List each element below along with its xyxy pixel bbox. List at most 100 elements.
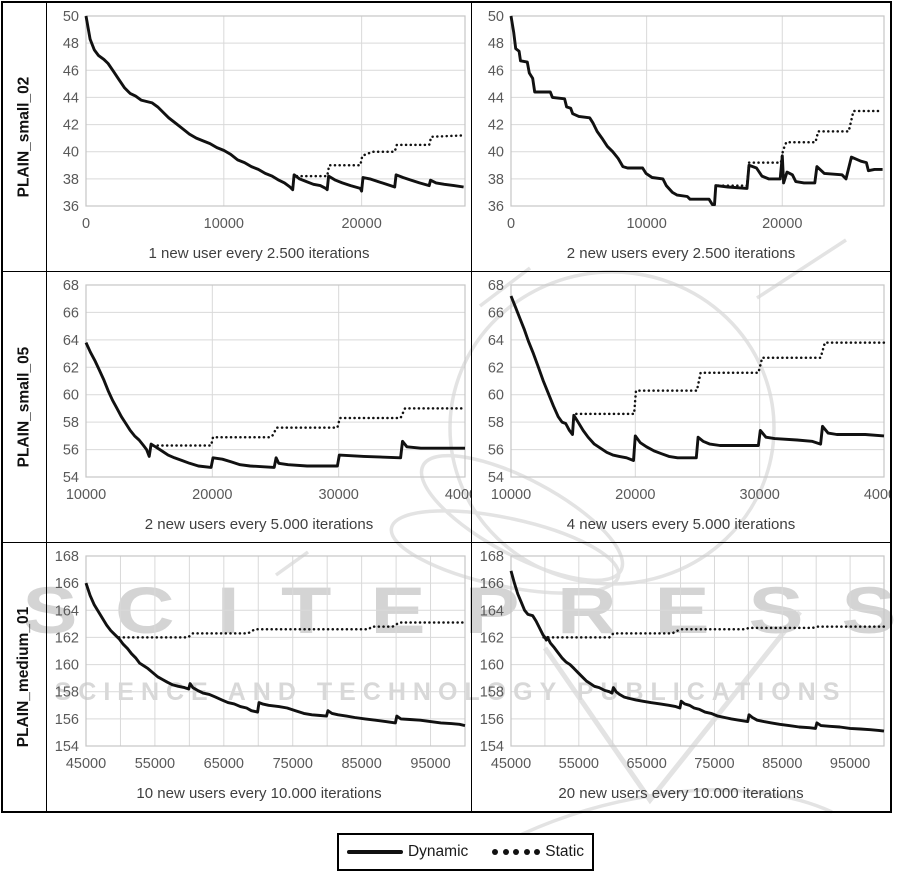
svg-text:45000: 45000 xyxy=(66,756,106,772)
svg-text:164: 164 xyxy=(55,603,79,619)
svg-text:58: 58 xyxy=(488,415,504,431)
svg-text:95000: 95000 xyxy=(410,756,450,772)
chart-title: 2 new users every 2.500 iterations xyxy=(566,245,796,262)
svg-text:158: 158 xyxy=(55,685,79,701)
svg-text:75000: 75000 xyxy=(273,756,313,772)
svg-text:68: 68 xyxy=(63,278,79,294)
svg-text:65000: 65000 xyxy=(204,756,244,772)
svg-text:66: 66 xyxy=(63,305,79,321)
svg-text:75000: 75000 xyxy=(694,756,734,772)
svg-text:66: 66 xyxy=(488,305,504,321)
legend-dynamic-label: Dynamic xyxy=(407,843,469,860)
svg-text:60: 60 xyxy=(63,388,79,404)
svg-text:10000: 10000 xyxy=(66,487,106,503)
svg-text:48: 48 xyxy=(488,36,504,52)
svg-text:162: 162 xyxy=(480,630,504,646)
row-label-plain-small-05: PLAIN_small_05 xyxy=(3,272,47,543)
chart-cell-6: 154 156 158 160 162 164 166 168 45000 55000 65000 7… xyxy=(472,543,890,811)
svg-text:42: 42 xyxy=(63,118,79,134)
svg-text:40: 40 xyxy=(488,145,504,161)
svg-text:40000: 40000 xyxy=(864,487,890,503)
svg-text:160: 160 xyxy=(55,658,79,674)
chart-title: 10 new users every 10.000 iterations xyxy=(136,785,382,802)
svg-text:10000: 10000 xyxy=(204,216,244,232)
svg-text:166: 166 xyxy=(480,576,504,592)
chart-plain-medium-01-b: 154 156 158 160 162 164 166 168 45000 55000 65000 7… xyxy=(480,549,886,772)
chart-plain-small-05-a: 54 56 58 60 62 64 66 68 10000 20000 30000 40000 xyxy=(63,278,471,503)
svg-text:40: 40 xyxy=(63,145,79,161)
legend-static-dots-sample xyxy=(492,849,541,855)
chart-title: 20 new users every 10.000 iterations xyxy=(558,785,804,802)
svg-text:54: 54 xyxy=(488,470,504,486)
svg-text:54: 54 xyxy=(63,470,79,486)
chart-title: 4 new users every 5.000 iterations xyxy=(566,516,796,533)
svg-text:20000: 20000 xyxy=(341,216,381,232)
svg-text:55000: 55000 xyxy=(559,756,599,772)
svg-text:44: 44 xyxy=(63,90,79,106)
svg-text:154: 154 xyxy=(480,739,504,755)
svg-text:64: 64 xyxy=(63,333,79,349)
svg-text:68: 68 xyxy=(488,278,504,294)
legend: Dynamic Static xyxy=(337,833,594,871)
row-label-text: PLAIN_small_02 xyxy=(15,76,33,198)
svg-text:164: 164 xyxy=(480,603,504,619)
svg-text:168: 168 xyxy=(480,549,504,565)
svg-text:40000: 40000 xyxy=(445,487,471,503)
chart-grid-table: PLAIN_small_02 36 38 40 42 44 46 48 50 0 10000 200… xyxy=(1,1,892,813)
svg-text:85000: 85000 xyxy=(762,756,802,772)
svg-text:55000: 55000 xyxy=(135,756,175,772)
svg-text:56: 56 xyxy=(488,443,504,459)
row-label-text: PLAIN_small_05 xyxy=(15,346,33,468)
svg-text:0: 0 xyxy=(82,216,90,232)
svg-text:64: 64 xyxy=(488,333,504,349)
svg-text:50: 50 xyxy=(63,9,79,25)
svg-text:60: 60 xyxy=(488,388,504,404)
svg-text:38: 38 xyxy=(63,172,79,188)
svg-text:0: 0 xyxy=(507,216,515,232)
svg-text:85000: 85000 xyxy=(341,756,381,772)
row-label-plain-medium-01: PLAIN_medium_01 xyxy=(3,543,47,811)
svg-text:46: 46 xyxy=(488,63,504,79)
svg-text:158: 158 xyxy=(480,685,504,701)
chart-cell-3: 54 56 58 60 62 64 66 68 10000 20000 30000 40000 2 n… xyxy=(47,272,472,543)
svg-text:20000: 20000 xyxy=(192,487,232,503)
svg-text:166: 166 xyxy=(55,576,79,592)
svg-text:162: 162 xyxy=(55,630,79,646)
legend-static-label: Static xyxy=(545,843,585,860)
svg-text:168: 168 xyxy=(55,549,79,565)
svg-text:65000: 65000 xyxy=(626,756,666,772)
svg-text:160: 160 xyxy=(480,658,504,674)
svg-text:20000: 20000 xyxy=(615,487,655,503)
chart-cell-1: 36 38 40 42 44 46 48 50 0 10000 20000 1 new user e… xyxy=(47,3,472,272)
chart-plain-small-02-a: 36 38 40 42 44 46 48 50 0 10000 20000 xyxy=(63,9,466,232)
chart-cell-2: 36 38 40 42 44 46 48 50 0 10000 20000 2 new users … xyxy=(472,3,890,272)
svg-text:42: 42 xyxy=(488,118,504,134)
svg-text:10000: 10000 xyxy=(626,216,666,232)
svg-text:30000: 30000 xyxy=(319,487,359,503)
chart-cell-5: 154 156 158 160 162 164 166 168 45000 55000 65000 7… xyxy=(47,543,472,811)
legend-dynamic-line-sample xyxy=(346,849,403,855)
svg-text:36: 36 xyxy=(488,199,504,215)
svg-text:156: 156 xyxy=(55,712,79,728)
svg-text:62: 62 xyxy=(63,360,79,376)
svg-text:62: 62 xyxy=(488,360,504,376)
svg-text:48: 48 xyxy=(63,36,79,52)
row-label-plain-small-02: PLAIN_small_02 xyxy=(3,3,47,272)
chart-plain-small-05-b: 54 56 58 60 62 64 66 68 10000 20000 30000 40000 xyxy=(488,278,890,503)
svg-text:44: 44 xyxy=(488,90,504,106)
svg-text:46: 46 xyxy=(63,63,79,79)
row-label-text: PLAIN_medium_01 xyxy=(15,606,33,748)
svg-text:30000: 30000 xyxy=(740,487,780,503)
chart-title: 2 new users every 5.000 iterations xyxy=(144,516,374,533)
svg-text:38: 38 xyxy=(488,172,504,188)
svg-text:36: 36 xyxy=(63,199,79,215)
svg-text:58: 58 xyxy=(63,415,79,431)
chart-title: 1 new user every 2.500 iterations xyxy=(148,245,370,262)
svg-text:45000: 45000 xyxy=(491,756,531,772)
svg-text:154: 154 xyxy=(55,739,79,755)
svg-text:156: 156 xyxy=(480,712,504,728)
svg-text:56: 56 xyxy=(63,443,79,459)
chart-plain-medium-01-a: 154 156 158 160 162 164 166 168 45000 55000 65000 7… xyxy=(55,549,467,772)
chart-cell-4: 54 56 58 60 62 64 66 68 10000 20000 30000 40000 4 n… xyxy=(472,272,890,543)
